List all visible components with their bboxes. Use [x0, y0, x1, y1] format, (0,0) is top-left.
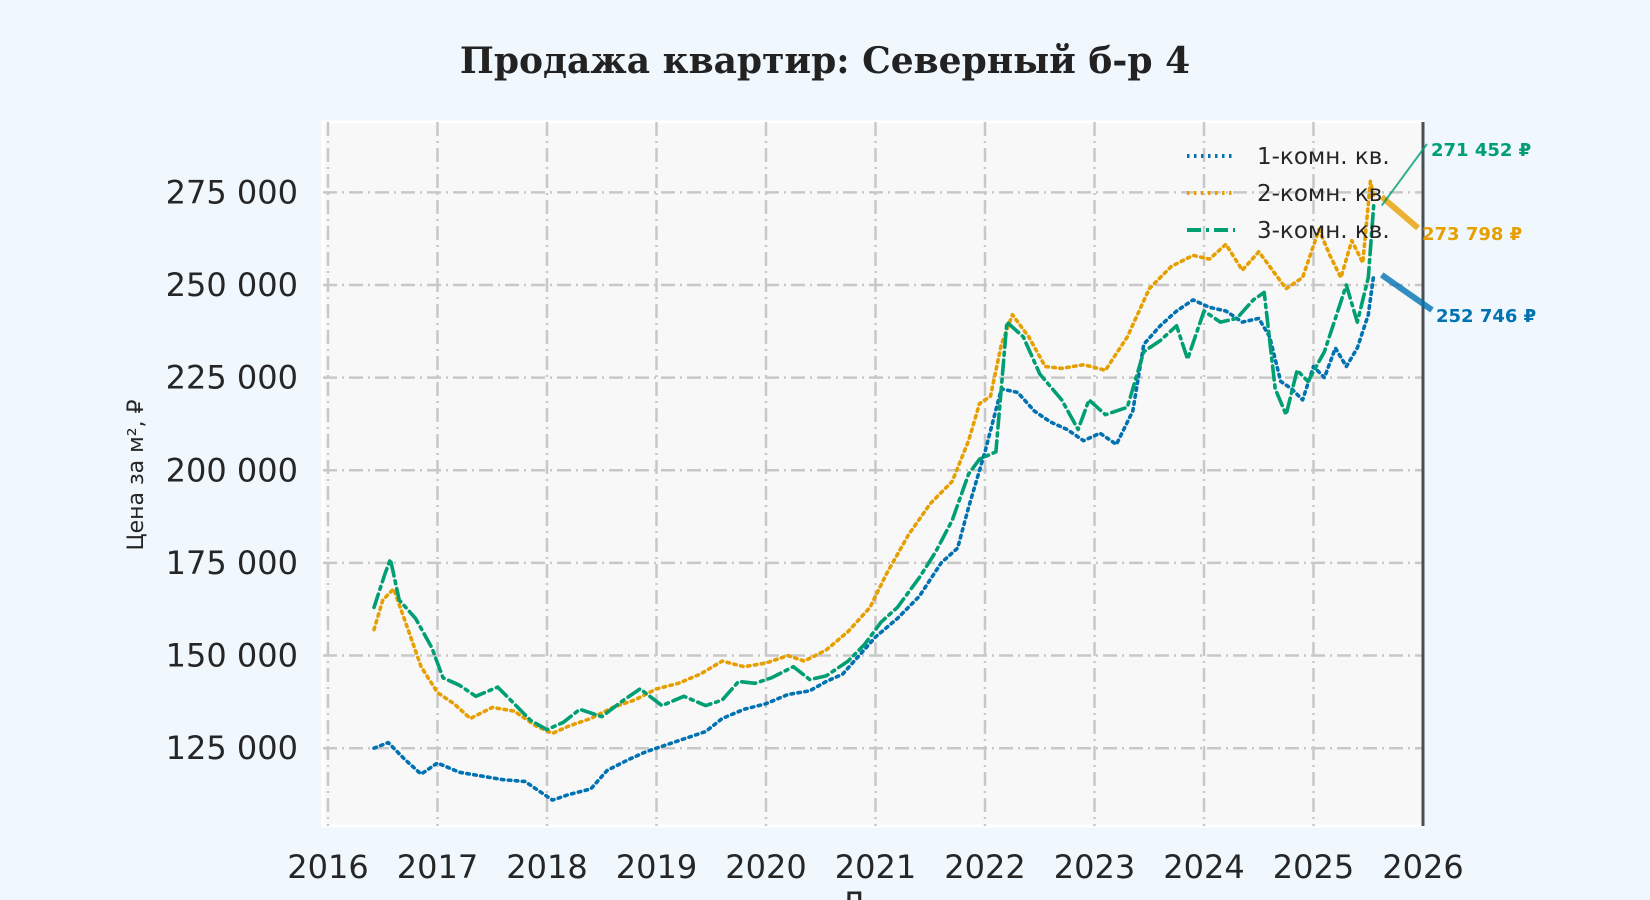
annotation-arrow: [1380, 143, 1428, 207]
x-axis: 2016 2017 2018 2019 2020 2021 2022 2023 2024 2025…: [287, 848, 1463, 886]
y-tick-label: 200 000: [166, 451, 298, 489]
y-tick-label: 275 000: [166, 173, 298, 211]
annotation-arrow: [1379, 194, 1420, 231]
y-tick-label: 250 000: [166, 266, 298, 304]
y-tick-label: 150 000: [166, 637, 298, 675]
legend-label: 1-комн. кв.: [1257, 144, 1390, 170]
y-tick-label: 175 000: [166, 544, 298, 582]
y-tick-label: 125 000: [166, 729, 298, 767]
y-axis: 125 000 150 000 175 000 200 000 225 000 250 0…: [166, 173, 298, 767]
legend-label: 3-комн. кв.: [1257, 218, 1390, 244]
x-tick-label: 2019: [616, 848, 697, 886]
annotation-arrow: [1380, 272, 1434, 313]
x-tick-label: 2016: [287, 848, 368, 886]
y-tick-label: 225 000: [166, 359, 298, 397]
annotation-label: 273 798 ₽: [1422, 224, 1522, 245]
x-tick-label: 2024: [1163, 848, 1244, 886]
legend: 1-комн. кв. 2-комн. кв. 3-комн. кв.: [1187, 144, 1390, 244]
series-line-3: [372, 203, 1376, 732]
chart-title: Продажа квартир: Северный б-р 4: [460, 40, 1190, 82]
legend-label: 2-комн. кв.: [1257, 181, 1390, 207]
x-tick-label: 2025: [1273, 848, 1354, 886]
annotations: 252 746 ₽ 273 798 ₽ 271 452 ₽: [1379, 140, 1536, 327]
x-tick-label: 2020: [725, 848, 806, 886]
x-tick-label: 2022: [944, 848, 1025, 886]
series-lines: [372, 179, 1376, 802]
x-tick-label: 2023: [1054, 848, 1135, 886]
x-tick-label: 2026: [1382, 848, 1463, 886]
x-tick-label: 2017: [397, 848, 478, 886]
x-tick-label: 2018: [506, 848, 587, 886]
x-tick-label: 2021: [835, 848, 916, 886]
y-axis-label: Цена за м², ₽: [124, 399, 149, 550]
x-axis-label: Д: [841, 885, 866, 900]
annotation-label: 271 452 ₽: [1431, 140, 1531, 161]
annotation-label: 252 746 ₽: [1436, 306, 1536, 327]
